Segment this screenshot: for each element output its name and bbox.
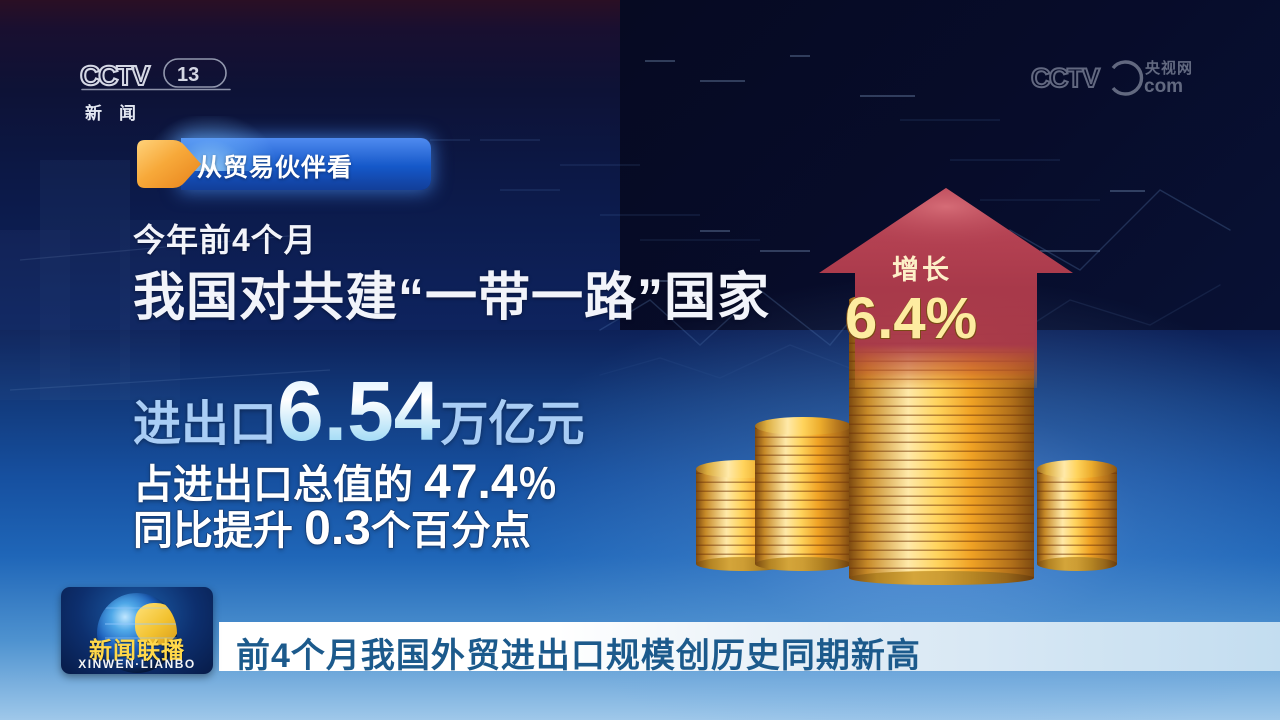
svg-text:CCTV: CCTV	[80, 60, 151, 91]
svg-text:CCTV: CCTV	[1031, 63, 1100, 93]
svg-text:13: 13	[177, 64, 199, 86]
svg-text:央视网: 央视网	[1145, 59, 1193, 77]
svg-text:com: com	[1144, 76, 1183, 97]
